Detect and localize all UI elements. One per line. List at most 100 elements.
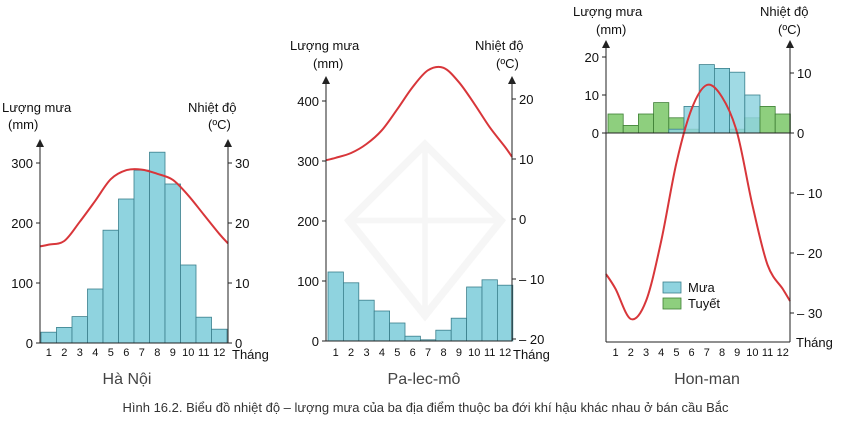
rain-bar-12 [211, 328, 228, 344]
palermo-temp-line [325, 65, 513, 162]
holman-month-label-1: 1 [613, 347, 619, 359]
legend-snow-label: Tuyết [688, 296, 720, 311]
holman-rain-tick-label-20: 20 [585, 50, 599, 65]
rain-bar-3 [358, 299, 375, 342]
hanoi-rain-tick-label-0: 0 [26, 336, 33, 351]
rain-bar-5 [102, 229, 119, 344]
legend-snow-swatch [662, 297, 682, 310]
rain-bar-7 [133, 169, 150, 344]
hanoi-month-label-12: 12 [213, 347, 225, 359]
palermo-month-label-6: 6 [410, 347, 416, 359]
holman-month-label-3: 3 [643, 347, 649, 359]
holman-month-label-8: 8 [719, 347, 725, 359]
holman-month-unit: Tháng [796, 335, 833, 350]
rain-bar-2 [342, 282, 360, 342]
rain-bar-9 [729, 71, 746, 134]
holman-rain-label-1: Lượng mưa [573, 4, 643, 19]
palermo-rain-bars [327, 271, 514, 342]
holman-temp-tick-label-10: 10 [797, 66, 811, 81]
palermo-rain-tick-label-200: 200 [297, 214, 319, 229]
hanoi-temp-label-2: (ºC) [208, 117, 231, 132]
rain-bar-1 [40, 331, 57, 344]
rain-bar-6 [404, 335, 421, 342]
rain-bar-11 [195, 316, 212, 344]
snow-bar-3 [638, 113, 655, 134]
holman-rain-label-2: (mm) [596, 22, 626, 37]
palermo-month-label-2: 2 [348, 347, 354, 359]
rain-bar-10 [180, 264, 197, 344]
hanoi-month-unit: Tháng [232, 347, 269, 362]
holman-temp-tick-label--10: – 10 [797, 186, 822, 201]
palermo-rain-label-2: (mm) [313, 56, 343, 71]
holman-temp-ticks: – 30 – 20 – 10 0 10 [790, 66, 822, 321]
hanoi-temp-tick-label-10: 10 [235, 276, 249, 291]
hanoi-temp-line [39, 168, 229, 248]
holman-temp-tick-label-0: 0 [797, 126, 804, 141]
rain-bar-4 [87, 288, 104, 344]
palermo-month-label-5: 5 [394, 347, 400, 359]
holman-rain-tick-label-10: 10 [585, 88, 599, 103]
snow-bar-1 [607, 113, 624, 134]
holman-month-ticks: 1 2 3 4 5 6 7 8 9 10 11 12 [613, 347, 789, 359]
hanoi-month-label-6: 6 [123, 347, 129, 359]
legend-rain-swatch [662, 281, 682, 294]
snow-bar-2 [622, 125, 639, 134]
rain-bar-9 [450, 317, 468, 342]
rain-bar-7 [698, 64, 715, 134]
hanoi-month-label-4: 4 [92, 347, 98, 359]
holman-temp-tick-label--20: – 20 [797, 246, 822, 261]
palermo-temp-tick-label-20: 20 [519, 92, 533, 107]
hanoi-temp-tick-label-30: 30 [235, 156, 249, 171]
figure-caption: Hình 16.2. Biểu đồ nhiệt độ – lượng mưa … [122, 400, 729, 415]
holman-month-label-12: 12 [777, 347, 789, 359]
hanoi-rain-label-1: Lượng mưa [2, 100, 72, 115]
holman-month-label-6: 6 [689, 347, 695, 359]
palermo-month-label-4: 4 [379, 347, 385, 359]
hanoi-rain-label-2: (mm) [8, 117, 38, 132]
rain-bar-6 [118, 198, 135, 344]
palermo-month-label-7: 7 [425, 347, 431, 359]
holman-legend: Mưa Tuyết [662, 280, 720, 311]
holman-month-label-2: 2 [628, 347, 634, 359]
snow-bar-11 [759, 106, 776, 134]
palermo-month-label-3: 3 [363, 347, 369, 359]
watermark-logo [343, 139, 507, 322]
rain-bar-8 [714, 68, 731, 134]
palermo-temp-tick-label--10: – 10 [519, 272, 544, 287]
rain-bar-9 [164, 183, 181, 344]
palermo-month-label-9: 9 [456, 347, 462, 359]
hanoi-temp-tick-label-20: 20 [235, 216, 249, 231]
palermo-rain-label-1: Lượng mưa [290, 38, 360, 53]
palermo-temp-tick-label-0: 0 [519, 212, 526, 227]
rain-bar-3 [71, 316, 88, 344]
palermo-temp-tick-label--20: – 20 [519, 332, 544, 347]
hanoi-rain-ticks: 0 100 200 300 [11, 156, 40, 351]
palermo-month-label-1: 1 [333, 347, 339, 359]
palermo-month-ticks: 1 2 3 4 5 6 7 8 9 10 11 12 [333, 347, 512, 359]
hanoi-month-label-3: 3 [77, 347, 83, 359]
legend-rain-label: Mưa [688, 280, 716, 295]
rain-bar-8 [435, 329, 452, 342]
hanoi-title: Hà Nội [103, 371, 152, 388]
holman-temp-label-1: Nhiệt độ [760, 4, 808, 19]
palermo-month-unit: Tháng [513, 347, 550, 362]
holman-precip-bars [607, 64, 791, 134]
palermo-temp-ticks: – 20 – 10 0 10 20 [512, 92, 544, 347]
rain-bar-8 [149, 151, 166, 344]
hanoi-month-label-11: 11 [198, 347, 209, 359]
palermo-temp-label-2: (ºC) [496, 56, 519, 71]
holman-rain-ticks: 0 10 20 [585, 50, 606, 141]
rain-bar-10 [466, 286, 483, 342]
hanoi-temp-tick-label-0: 0 [235, 336, 242, 351]
rain-bar-12 [496, 284, 514, 342]
palermo-title: Pa-lec-mô [388, 371, 461, 388]
snow-bar-12 [774, 113, 791, 134]
holman-temp-tick-label--30: – 30 [797, 306, 822, 321]
holman-month-label-4: 4 [658, 347, 664, 359]
rain-bar-5 [389, 322, 406, 342]
palermo-month-label-8: 8 [440, 347, 446, 359]
hanoi-temp-label-1: Nhiệt độ [188, 100, 236, 115]
